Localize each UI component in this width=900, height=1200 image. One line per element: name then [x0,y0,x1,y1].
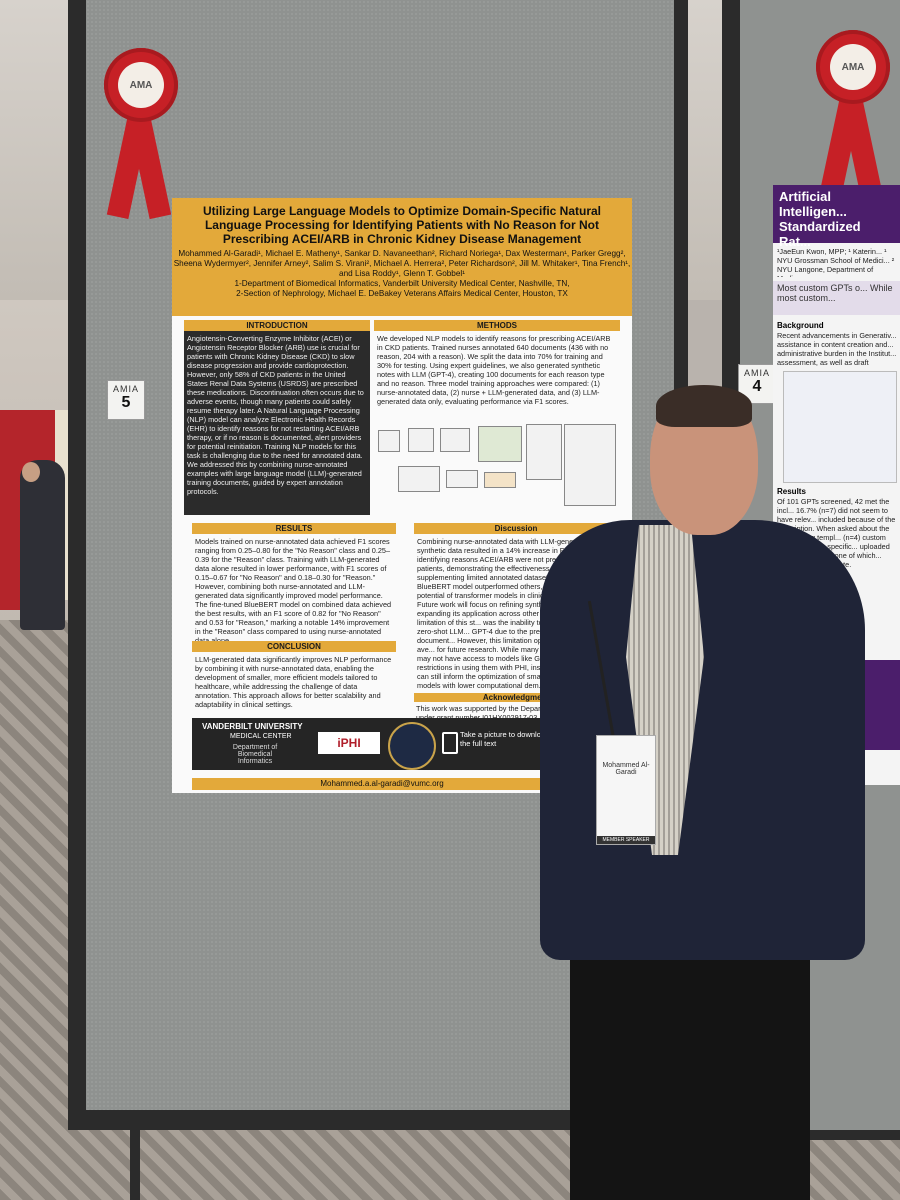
introduction-text: Angiotensin-Converting Enzyme Inhibitor … [184,331,370,515]
diagram-box [408,428,434,452]
diagram-box [446,470,478,488]
amia-logo-text: AMIA [112,384,139,394]
poster-header: Utilizing Large Language Models to Optim… [172,198,632,316]
conclusion-section: CONCLUSION LLM-generated data significan… [192,641,396,716]
diagram-box [484,472,516,488]
board-leg [130,1120,140,1200]
medical-center-text: MEDICAL CENTER [230,733,292,740]
adjacent-poster-authors: ¹JaeEun Kwon, MPP; ¹ Katerin... ¹ NYU Gr… [777,247,895,277]
adjacent-poster-banner: Most custom GPTs o... While most custom.… [773,281,900,315]
diagram-box [398,466,440,492]
email-bar: Mohammed.a.al-garadi@vumc.org [192,778,572,790]
ribbon-rosette: AMA [104,48,178,122]
man-hair [656,385,752,427]
poster-affiliation-1: 1-Department of Biomedical Informatics, … [234,279,570,288]
discussion-text: Combining nurse-annotated data with LLM-… [417,537,613,690]
badge-role: MEMBER SPEAKER [597,836,655,844]
section-heading: CONCLUSION [192,641,396,652]
methods-flow-diagram [374,420,620,520]
badge-name: Mohammed Al-Garadi [602,762,650,776]
poster-authors: Mohammed Al-Garadi¹, Michael E. Matheny¹… [173,249,631,278]
background-attendee [20,460,65,630]
va-seal-logo [388,722,436,770]
methods-section: METHODS We developed NLP models to ident… [374,320,620,506]
acknowledgment-section: Acknowledgment This work was supported b… [414,693,618,724]
ribbon-rosette: AMA [816,30,890,104]
conclusion-text: LLM-generated data significantly improve… [195,655,392,709]
methods-text: We developed NLP models to identify reas… [377,334,611,406]
name-badge: Mohammed Al-Garadi MEMBER SPEAKER [596,735,656,845]
section-heading: METHODS [374,320,620,331]
section-heading: Acknowledgment [414,693,618,702]
results-section: RESULTS Models trained on nurse-annotate… [192,523,396,648]
qr-instruction-text: Take a picture to download the full text [460,730,550,748]
people-icon [378,430,400,452]
man-suit-jacket [540,520,865,960]
vanderbilt-logo-text: VANDERBILT UNIVERSITY [202,722,303,731]
poster-footer: VANDERBILT UNIVERSITY MEDICAL CENTER Dep… [192,718,572,770]
ribbon-label: AMA [118,62,164,108]
section-heading: INTRODUCTION [184,320,370,331]
adjacent-results-heading: Results [777,487,806,496]
section-heading: Discussion [414,523,618,534]
iphi-logo: iPHI [318,732,380,754]
booth-number: 5 [121,394,131,411]
diagram-box [564,424,616,506]
background-attendee-head [22,462,40,482]
amia-logo-text: AMIA [743,368,770,378]
section-heading: RESULTS [192,523,396,534]
department-text: Department of Biomedical Informatics [232,744,278,765]
acknowledgment-text: This work was supported by the Departmen… [416,704,596,722]
adjacent-poster-purple-block [865,660,900,750]
adjacent-background-heading: Background [777,321,824,330]
results-text: Models trained on nurse-annotated data a… [195,537,392,645]
diagram-box [478,426,522,462]
adjacent-background-text: Recent advancements in Generativ... assi… [777,331,897,367]
adjacent-poster-title: Artificial Intelligen... Standardized Ra… [773,185,900,249]
booth-number-tag-left: AMIA 5 [107,380,145,420]
contact-email: Mohammed.a.al-garadi@vumc.org [320,779,444,788]
diagram-box [526,424,562,480]
ribbon-label: AMA [830,44,876,90]
discussion-section: Discussion Combining nurse-annotated dat… [414,523,618,690]
introduction-section: INTRODUCTION Angiotensin-Converting Enzy… [184,320,370,515]
poster-title: Utilizing Large Language Models to Optim… [202,204,602,246]
diagram-box [440,428,470,452]
phone-icon [442,732,458,754]
poster-affiliation-2: 2-Section of Nephrology, Michael E. DeBa… [236,289,568,298]
adjacent-flow-diagram [783,371,897,483]
booth-number: 4 [752,378,762,395]
